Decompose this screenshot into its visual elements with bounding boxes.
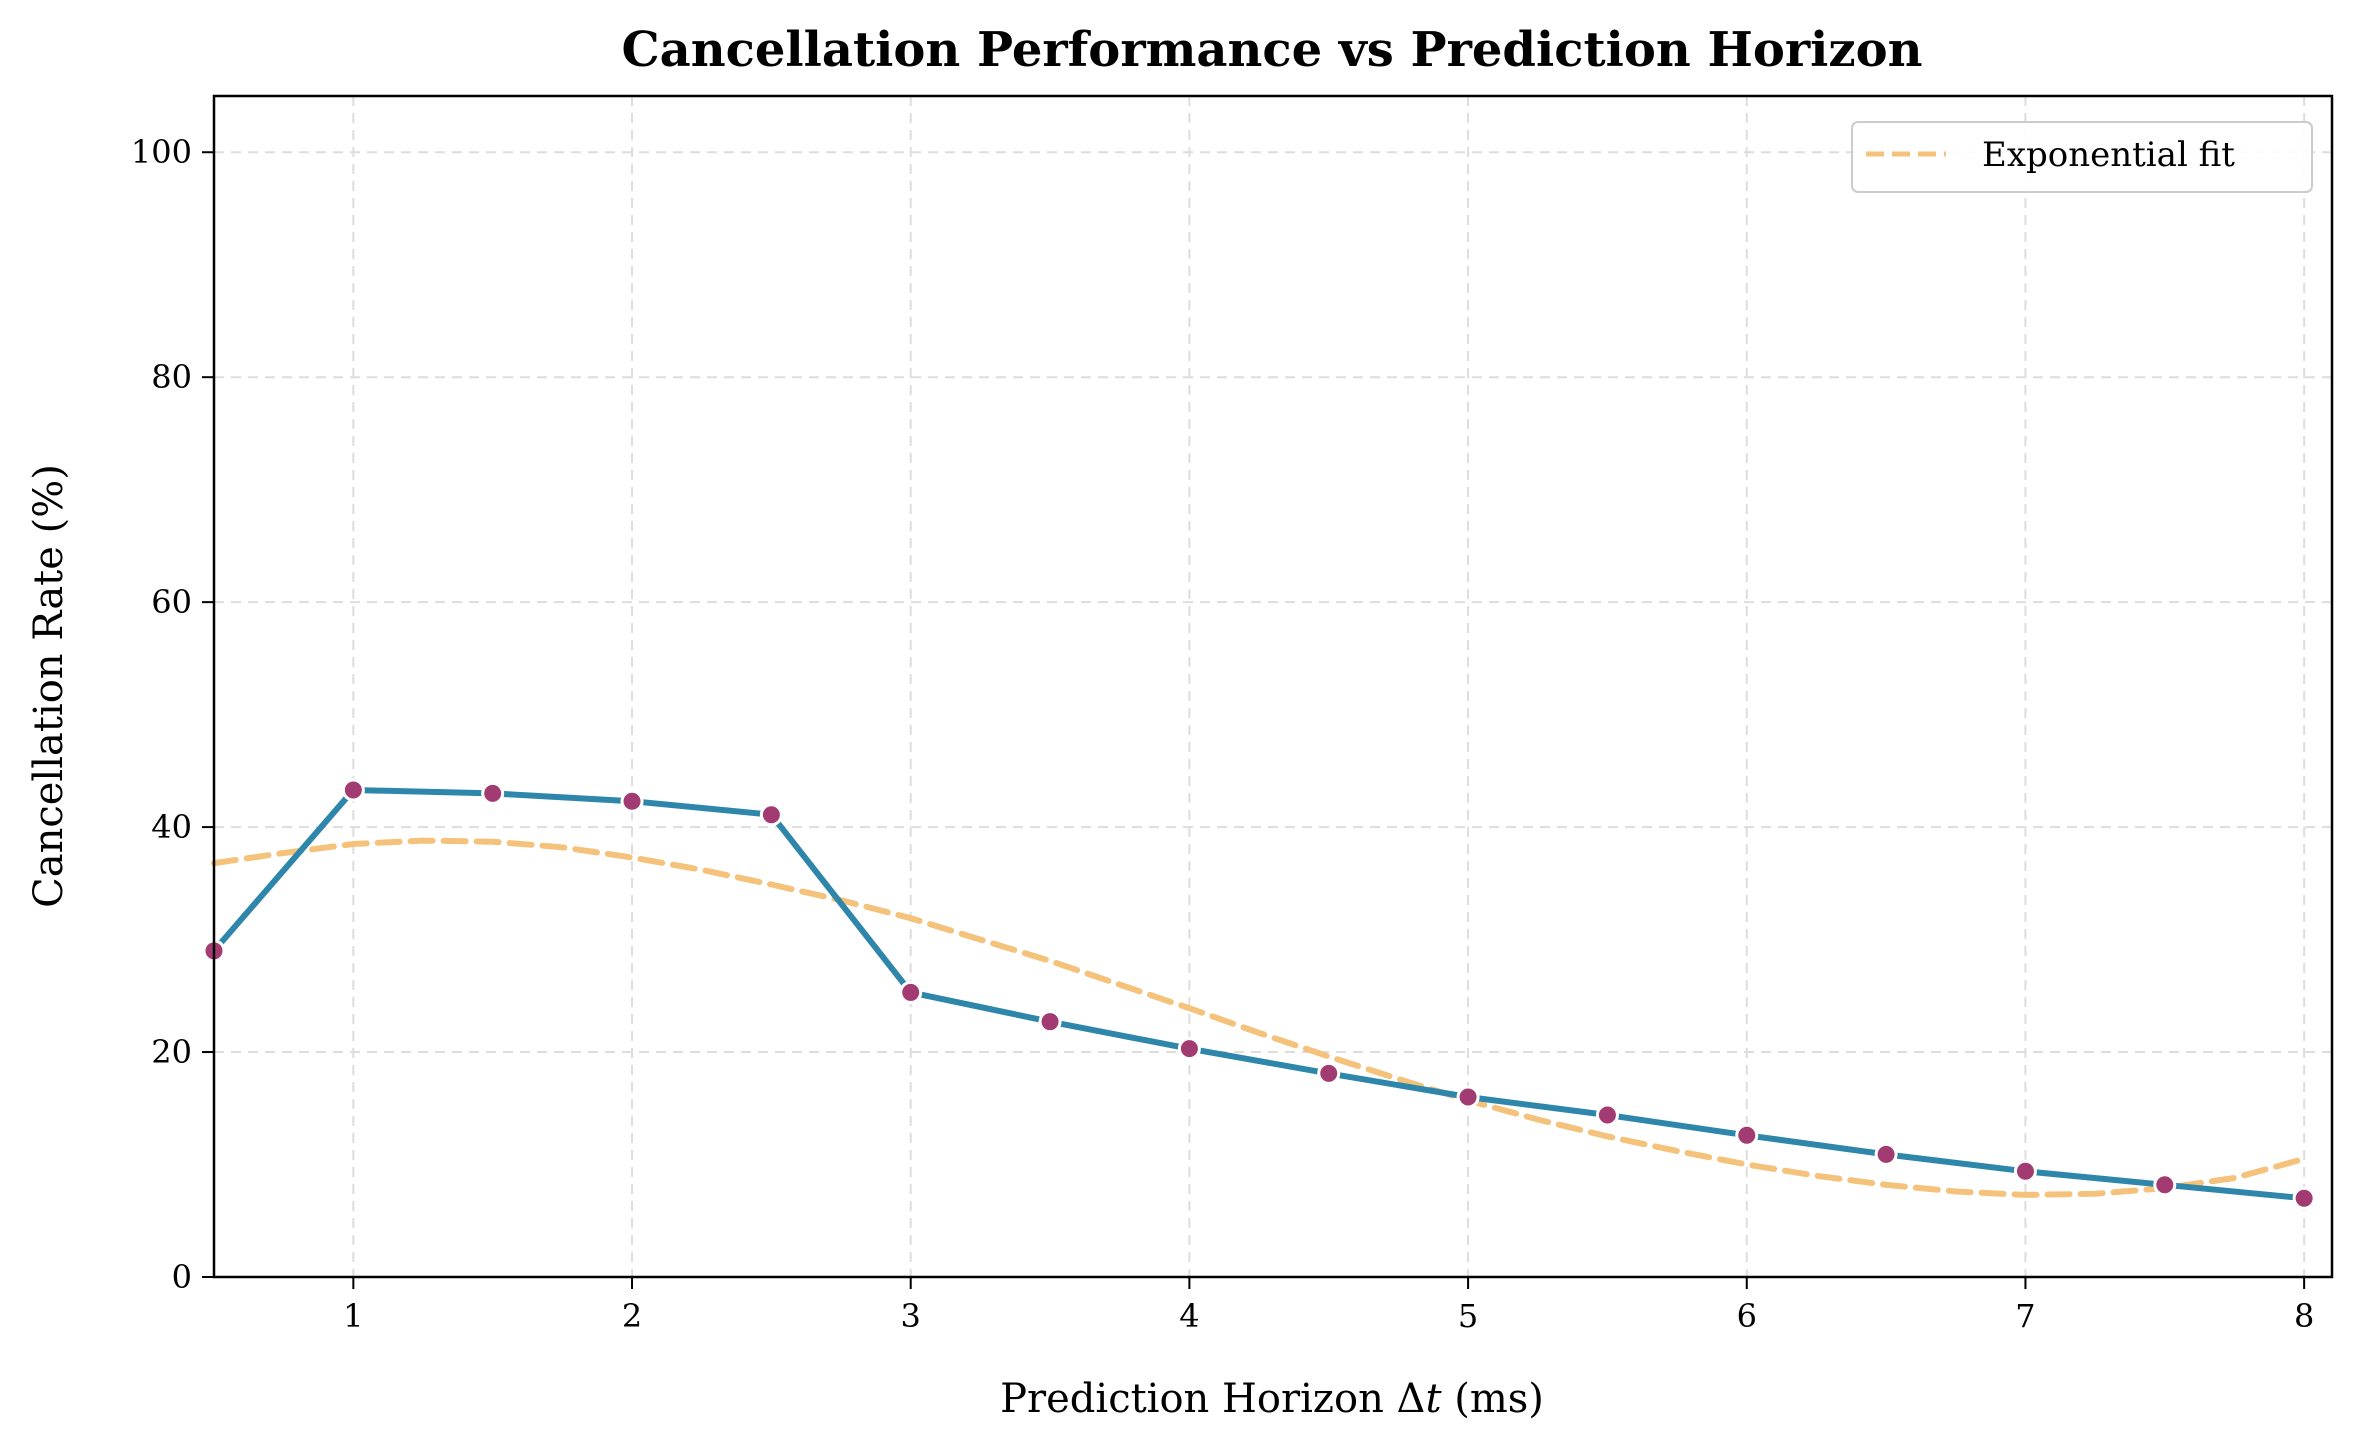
- y-tick-label: 20: [151, 1033, 192, 1071]
- x-tick-label: 2: [622, 1297, 642, 1335]
- legend-box: [1851, 121, 2313, 193]
- legend-label-exponential-fit: Exponential fit: [1982, 135, 2235, 175]
- data-point: [341, 778, 365, 802]
- x-tick-label: 4: [1179, 1297, 1199, 1335]
- marker-layer: [202, 778, 2316, 1210]
- y-tick-label: 100: [131, 133, 192, 171]
- series-line-exponential-fit: [211, 837, 2308, 1198]
- y-tick-label: 60: [151, 583, 192, 621]
- series-line-measured: [211, 787, 2305, 1202]
- x-tick-label: 5: [1458, 1297, 1478, 1335]
- fit-series-layer: [211, 837, 2308, 1198]
- data-point: [1735, 1123, 1759, 1147]
- data-point: [899, 980, 923, 1004]
- x-tick-label: 3: [901, 1297, 921, 1335]
- chart-title: Cancellation Performance vs Prediction H…: [621, 22, 1922, 78]
- data-point: [2292, 1186, 2316, 1210]
- x-tick-label: 1: [343, 1297, 363, 1335]
- plot-frame: [212, 94, 2334, 1279]
- data-point: [1317, 1061, 1341, 1085]
- x-tick-label: 8: [2294, 1297, 2314, 1335]
- measured-series-layer: [211, 787, 2305, 1202]
- y-tick-label: 0: [172, 1258, 192, 1296]
- data-point: [759, 803, 783, 827]
- y-tick-label: 40: [151, 808, 192, 846]
- data-point: [1595, 1103, 1619, 1127]
- x-axis-label: Prediction Horizon Δt (ms): [1000, 1376, 1544, 1422]
- data-point: [1038, 1010, 1062, 1034]
- data-point: [620, 789, 644, 813]
- y-axis-label: Cancellation Rate (%): [26, 464, 72, 908]
- y-tick-label: 80: [151, 358, 192, 396]
- data-point: [1456, 1085, 1480, 1109]
- data-point: [1874, 1142, 1898, 1166]
- grid: [214, 96, 2332, 1277]
- data-point: [481, 781, 505, 805]
- legend: Exponential fit: [1851, 121, 2313, 193]
- data-point: [2153, 1173, 2177, 1197]
- data-point: [1177, 1037, 1201, 1061]
- x-tick-label: 7: [2015, 1297, 2035, 1335]
- x-tick-label: 6: [1737, 1297, 1757, 1335]
- data-point: [2013, 1159, 2037, 1183]
